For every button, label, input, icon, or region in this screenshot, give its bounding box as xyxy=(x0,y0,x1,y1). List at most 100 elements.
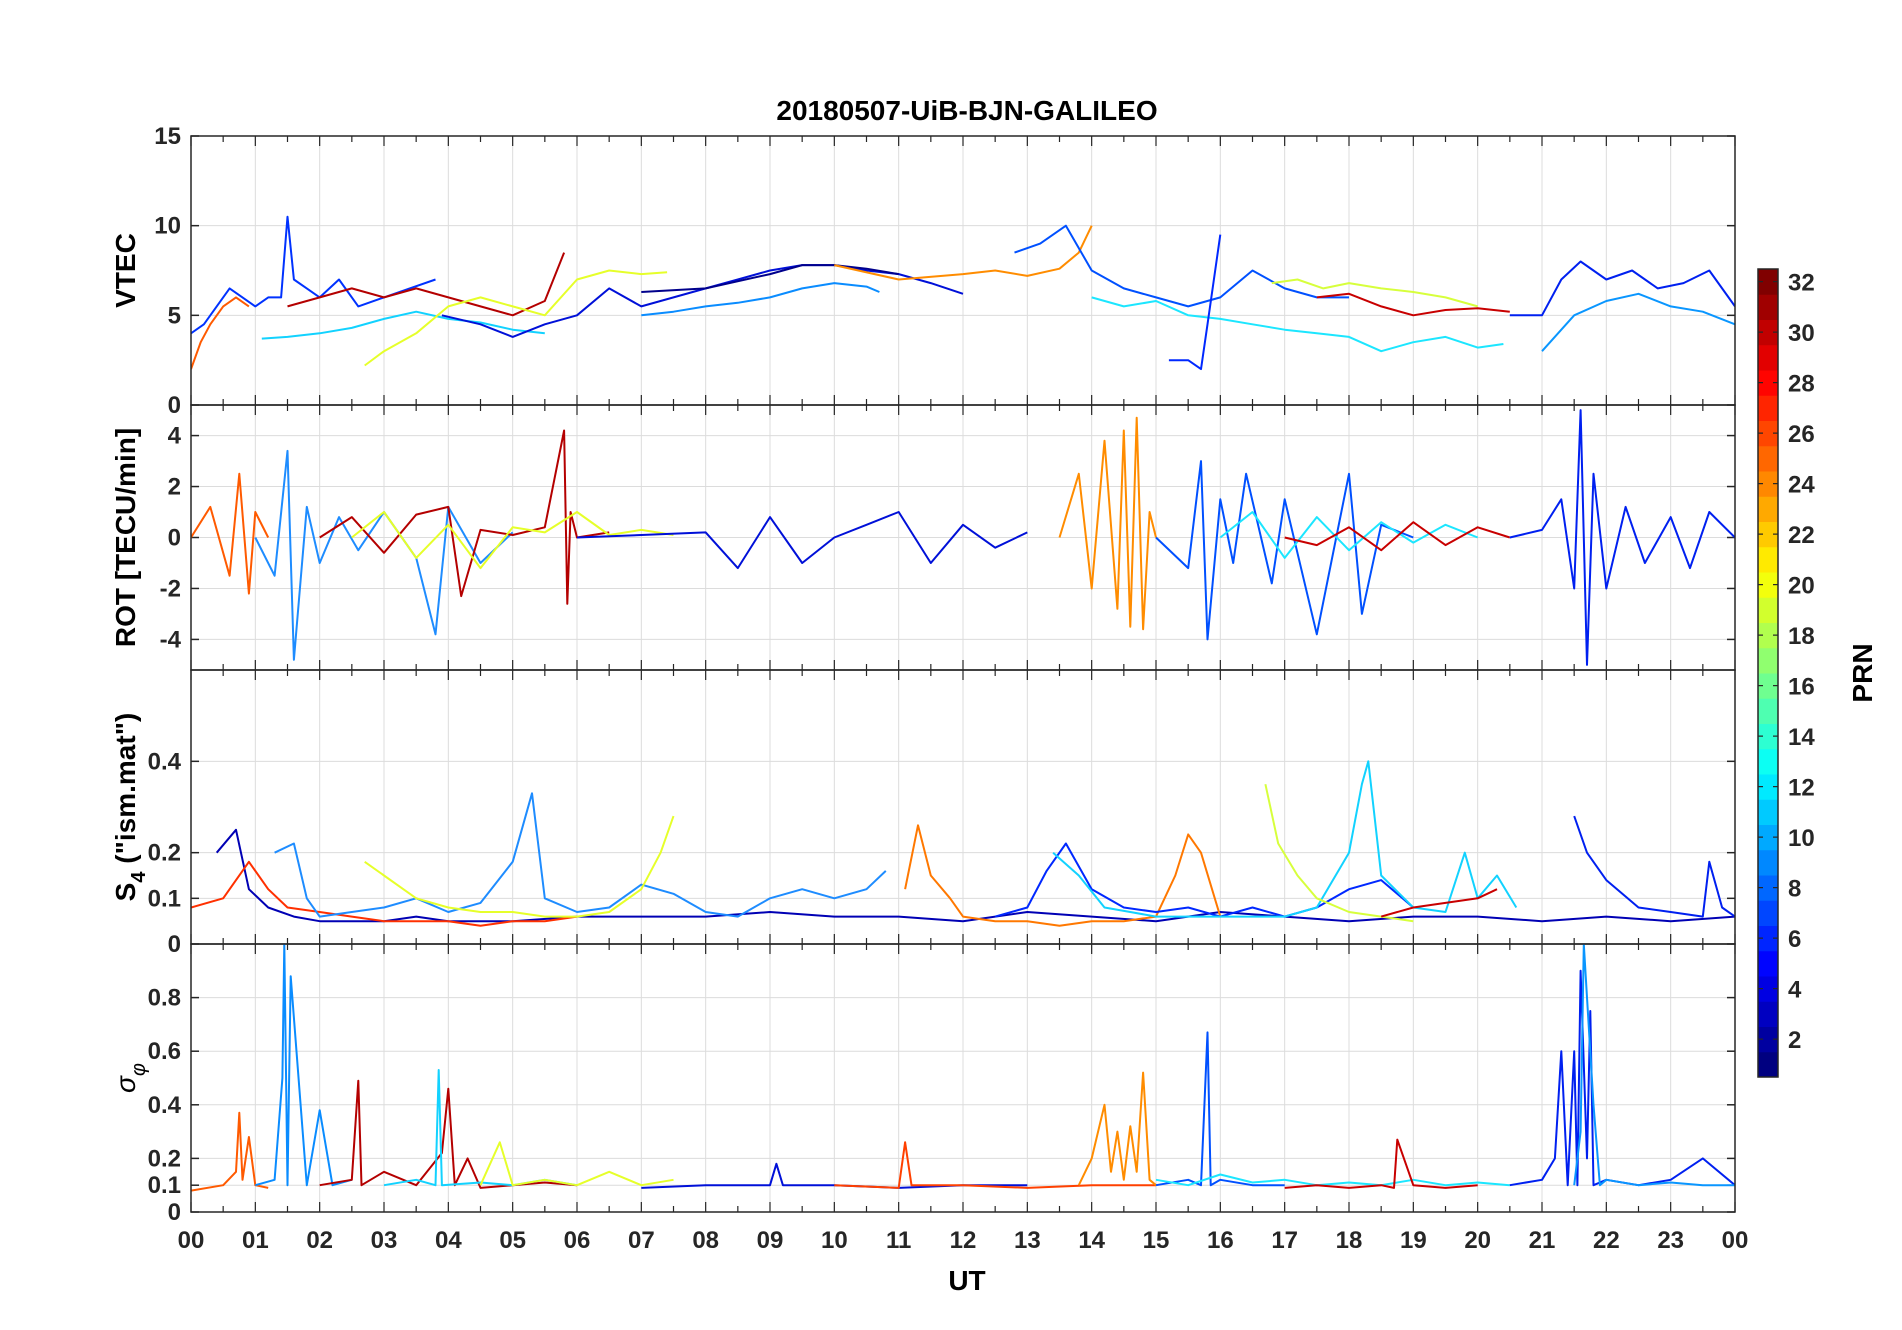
series-line-prn-30 xyxy=(1284,1138,1478,1189)
series-line-prn-4 xyxy=(1168,234,1222,371)
colorbar-segment xyxy=(1758,673,1778,699)
colorbar-segment xyxy=(1758,521,1778,548)
series-group xyxy=(191,409,1735,666)
series-line-prn-24 xyxy=(191,296,250,370)
colorbar-segment xyxy=(1758,269,1778,295)
colorbar-segment xyxy=(1758,774,1778,800)
colorbar-segment xyxy=(1758,698,1778,724)
series-line-prn-8 xyxy=(274,792,887,918)
y-tick-label: 0.1 xyxy=(148,1172,181,1199)
colorbar-tick-label: 12 xyxy=(1788,775,1815,802)
colorbar-segment xyxy=(1758,1051,1778,1078)
y-tick-label: -2 xyxy=(160,575,181,602)
colorbar-segment xyxy=(1758,546,1778,573)
colorbar-tick-label: 20 xyxy=(1788,573,1815,600)
y-tick-label: 0.6 xyxy=(148,1038,181,1065)
x-tick-label: 02 xyxy=(306,1227,333,1254)
series-line-prn-23 xyxy=(904,824,1222,927)
series-line-prn-5 xyxy=(1509,969,1735,1187)
y-tick-label: 0.4 xyxy=(148,748,182,775)
series-line-prn-20 xyxy=(364,815,675,918)
series-line-prn-5 xyxy=(1509,260,1735,317)
x-tick-label: 18 xyxy=(1336,1227,1363,1254)
x-tick-label: 03 xyxy=(371,1227,398,1254)
series-line-prn-9 xyxy=(255,944,353,1187)
panel-sigma: 00.10.2 0.4 0.6 0.8 σφ xyxy=(110,943,1736,1226)
y-tick-label: 5 xyxy=(168,302,181,329)
series-line-prn-31 xyxy=(319,429,610,605)
x-tick-label: 04 xyxy=(435,1227,462,1254)
colorbar-tick-label: 18 xyxy=(1788,623,1815,650)
series-line-prn-12 xyxy=(1052,760,1518,918)
series-line-prn-20 xyxy=(364,269,668,367)
series-line-prn-10 xyxy=(1573,944,1735,1187)
series-line-prn-22 xyxy=(1058,416,1157,631)
colorbar-tick-label: 2 xyxy=(1788,1027,1801,1054)
panel-rot: -4 -2 0 2 4 ROT [TECU/min] xyxy=(110,404,1736,671)
colorbar-segment xyxy=(1758,799,1778,825)
series-group xyxy=(191,215,1735,371)
x-tick-label: 23 xyxy=(1657,1227,1684,1254)
colorbar-segment xyxy=(1758,319,1778,346)
y-axis-label: ROT [TECU/min] xyxy=(110,428,141,647)
series-line-prn-2 xyxy=(215,828,1735,923)
x-tick-label: 17 xyxy=(1271,1227,1298,1254)
series-group xyxy=(191,944,1735,1192)
y-tick-label: 2 xyxy=(168,474,181,501)
x-axis-label: UT xyxy=(948,1265,985,1296)
colorbar-segment xyxy=(1758,976,1778,1002)
colorbar-segment xyxy=(1758,1001,1778,1027)
colorbar-segment xyxy=(1758,395,1778,421)
series-line-prn-4 xyxy=(994,842,1414,918)
series-line-prn-8 xyxy=(1155,1031,1285,1187)
colorbar-frame xyxy=(1757,268,1779,1078)
x-tick-label: 08 xyxy=(692,1227,719,1254)
series-line-prn-11 xyxy=(1219,511,1479,559)
colorbar-tick-label: 4 xyxy=(1788,977,1802,1004)
colorbar-segment xyxy=(1758,597,1778,623)
x-tick-label: 01 xyxy=(242,1227,269,1254)
colorbar-segment xyxy=(1758,294,1778,320)
x-tick-label: 00 xyxy=(178,1227,205,1254)
y-tick-label: 10 xyxy=(154,213,181,240)
colorbar-segment xyxy=(1758,622,1778,649)
series-line-prn-26 xyxy=(191,860,578,927)
x-tick-label: 15 xyxy=(1143,1227,1170,1254)
series-line-prn-31 xyxy=(287,252,566,317)
x-tick-label: 22 xyxy=(1593,1227,1620,1254)
series-line-prn-6 xyxy=(191,215,436,335)
colorbar-segment xyxy=(1758,824,1778,851)
colorbar-segment xyxy=(1758,875,1778,901)
series-line-prn-11 xyxy=(1091,296,1504,353)
colorbar-segment xyxy=(1758,849,1778,876)
colorbar-segment xyxy=(1758,420,1778,447)
colorbar-segment xyxy=(1758,950,1778,977)
series-line-prn-20 xyxy=(351,511,674,570)
colorbar-tick-label: 32 xyxy=(1788,270,1815,297)
series-line-prn-25 xyxy=(834,1141,1156,1189)
panel-s4: 0 0.1 0.2 0.4S4 ("ism.mat") xyxy=(110,669,1736,958)
x-tick-label: 13 xyxy=(1014,1227,1041,1254)
y-tick-label: 0 xyxy=(168,525,181,552)
series-line-prn-24 xyxy=(191,1111,269,1192)
y-tick-label: 0 xyxy=(168,392,181,419)
colorbar-segment xyxy=(1758,445,1778,472)
x-tick-label: 06 xyxy=(564,1227,591,1254)
x-tick-label: 14 xyxy=(1078,1227,1105,1254)
y-tick-label: 0.8 xyxy=(148,985,181,1012)
colorbar-segment xyxy=(1758,370,1778,396)
x-tick-label: 00 xyxy=(1722,1227,1749,1254)
colorbar-segment xyxy=(1758,925,1778,952)
colorbar-segment xyxy=(1758,900,1778,926)
series-line-prn-9 xyxy=(641,282,880,317)
series-line-prn-19 xyxy=(1271,278,1478,308)
series-line-prn-8 xyxy=(1155,460,1414,641)
series-line-prn-22 xyxy=(1077,1071,1157,1186)
colorbar-tick-label: 28 xyxy=(1788,371,1815,398)
x-tick-label: 05 xyxy=(499,1227,526,1254)
colorbar-tick-label: 24 xyxy=(1788,472,1815,499)
y-tick-label: 0.1 xyxy=(148,885,181,912)
